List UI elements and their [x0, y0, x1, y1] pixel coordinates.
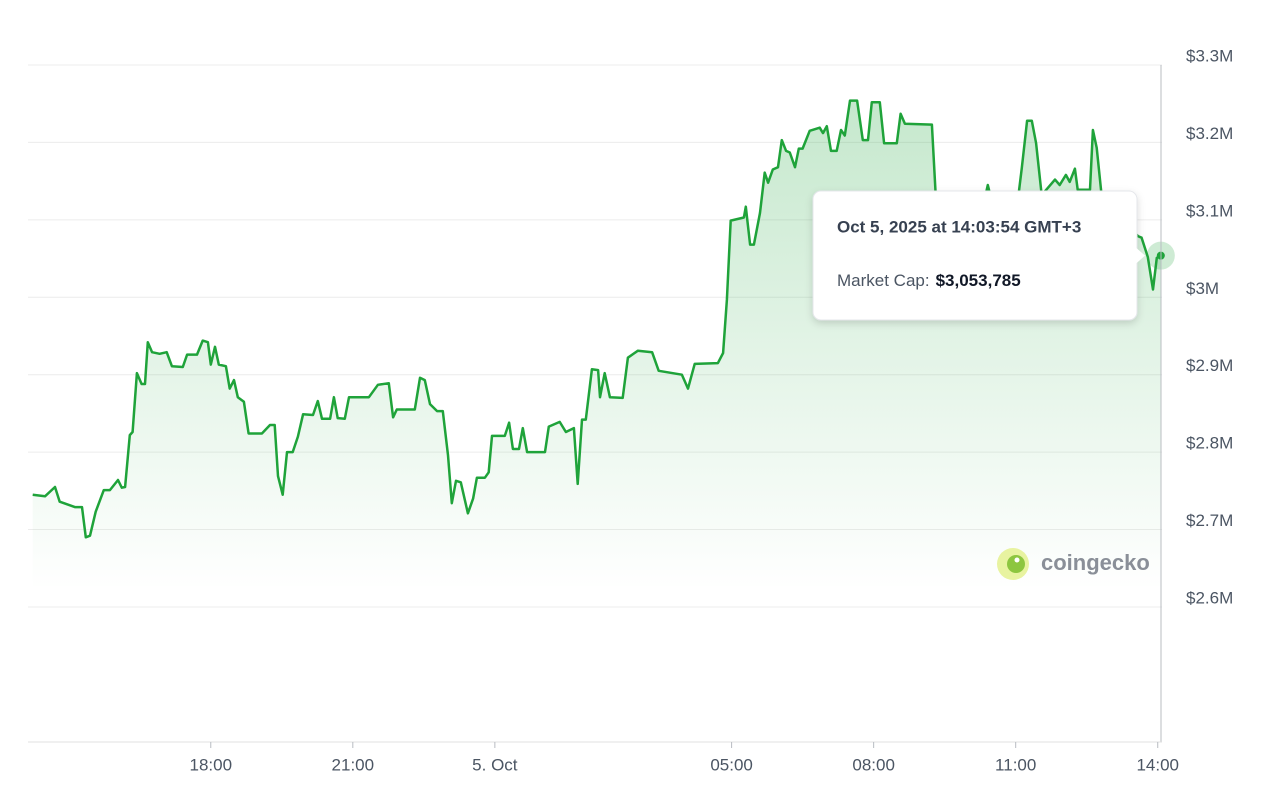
tooltip: Oct 5, 2025 at 14:03:54 GMT+3 Market Cap…: [812, 190, 1145, 321]
x-tick-label: 21:00: [332, 755, 375, 774]
x-tick-label: 18:00: [189, 755, 232, 774]
y-tick-label: $3.1M: [1186, 201, 1233, 220]
y-tick-label: $3.2M: [1186, 124, 1233, 143]
logo-inner: [1007, 555, 1025, 573]
x-tick-label: 11:00: [995, 755, 1036, 774]
tooltip-row: Market Cap: $3,053,785: [837, 271, 1021, 290]
x-tick-label: 14:00: [1136, 755, 1179, 774]
y-tick-label: $2.8M: [1186, 434, 1233, 453]
tooltip-value: $3,053,785: [936, 271, 1021, 290]
y-tick-label: $3.3M: [1186, 46, 1233, 65]
x-tick-label: 08:00: [852, 755, 895, 774]
y-tick-label: $2.9M: [1186, 356, 1233, 375]
y-tick-label: $2.6M: [1186, 588, 1233, 607]
watermark: coingecko: [997, 548, 1150, 580]
tooltip-label: Market Cap:: [837, 271, 930, 290]
line: [32, 99, 1162, 539]
tooltip-pointer: [1136, 247, 1145, 264]
x-tick-label: 05:00: [710, 755, 753, 774]
x-tick-label: 5. Oct: [472, 755, 518, 774]
watermark-text: coingecko: [1041, 550, 1150, 575]
y-tick-label: $3M: [1186, 279, 1219, 298]
tooltip-title: Oct 5, 2025 at 14:03:54 GMT+3: [837, 217, 1081, 236]
axes: $2.6M $2.7M $2.8M $2.9M $3M $3.1M $3.2M $3.3M 18…: [28, 46, 1233, 774]
tooltip-box: [812, 190, 1138, 321]
y-tick-label: $2.7M: [1186, 511, 1233, 530]
logo-eye: [1014, 557, 1020, 563]
